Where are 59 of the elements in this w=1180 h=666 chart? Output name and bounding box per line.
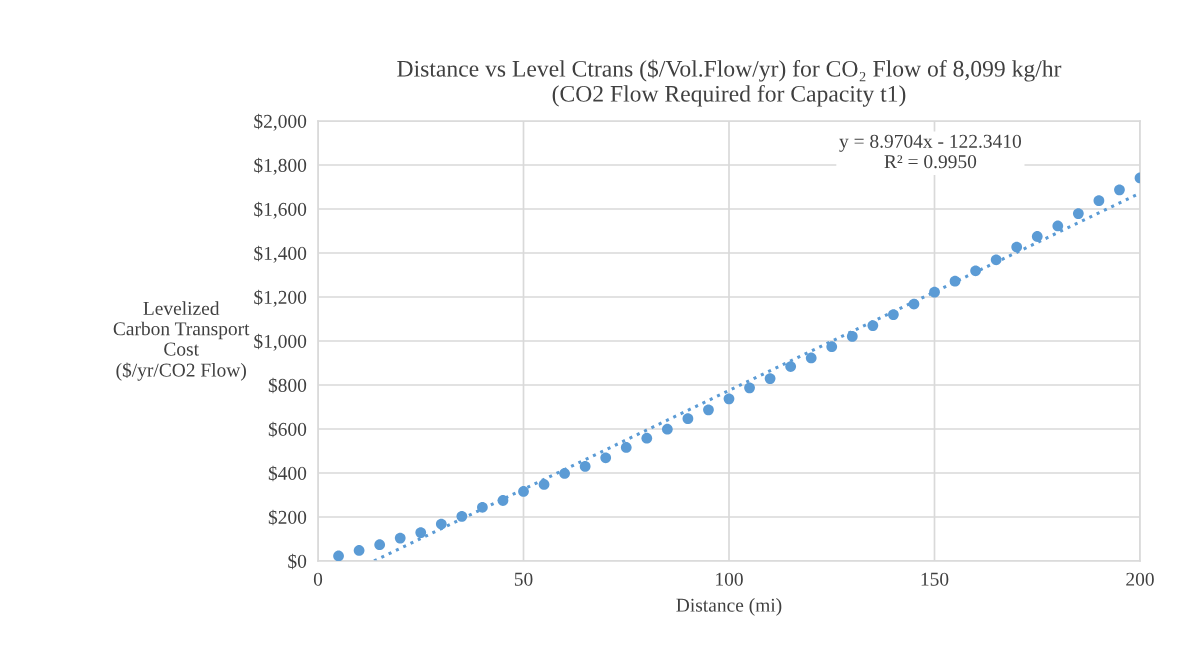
y-tick-label: $800 <box>268 377 307 394</box>
point <box>826 341 838 353</box>
point <box>497 495 509 506</box>
point <box>1031 231 1043 242</box>
y-tick-label: $1,400 <box>254 245 307 263</box>
point <box>374 539 386 551</box>
x-axis-title: Distance (mi) <box>676 598 782 616</box>
point <box>1052 220 1064 232</box>
point <box>1011 241 1023 253</box>
chart-title: Distance vs Level Ctrans ($/Vol.Flow/yr) for CO₂ Flow of 8,099 kg/hr (CO2 Flow Required for Capacity t1) <box>397 59 1062 107</box>
y-tick-label: $1,800 <box>254 157 307 175</box>
point <box>620 442 632 453</box>
point <box>661 423 673 435</box>
point <box>908 298 920 310</box>
x-tick-label: 150 <box>921 572 949 586</box>
y-axis-title: Levelized Carbon Transport Cost ($/yr/CO2 Flow) <box>113 301 250 381</box>
y-tick-label: $0 <box>288 553 307 570</box>
y-tick-label: $1,600 <box>254 201 307 219</box>
point <box>435 518 447 530</box>
y-tick-label: $2,000 <box>254 113 307 131</box>
x-tick-label: 50 <box>514 572 533 586</box>
point <box>394 532 406 544</box>
x-tick-label: 100 <box>716 572 743 586</box>
point <box>888 309 899 320</box>
point <box>805 352 817 364</box>
point <box>1093 195 1105 207</box>
point <box>333 550 344 561</box>
point <box>970 265 981 277</box>
point <box>764 373 776 384</box>
y-tick-label: $1,200 <box>254 289 307 307</box>
point <box>538 479 550 490</box>
point <box>1114 184 1125 196</box>
point <box>744 382 755 394</box>
point <box>846 331 858 342</box>
point <box>703 404 714 416</box>
point <box>949 275 961 287</box>
point <box>867 320 879 331</box>
point <box>600 452 612 464</box>
y-tick-label: $400 <box>268 465 307 482</box>
point <box>518 486 529 497</box>
point <box>990 254 1002 266</box>
y-tick-label: $200 <box>268 509 307 526</box>
point <box>415 527 427 538</box>
point <box>559 468 570 479</box>
point <box>1072 208 1084 219</box>
annotation: y = 8.9704x - 122.3410 R² = 0.9950 <box>839 134 1022 169</box>
point <box>477 501 488 513</box>
y-tick-label: $600 <box>268 421 307 438</box>
point <box>723 393 735 405</box>
y-tick-label: $1,000 <box>254 333 307 351</box>
point <box>929 286 940 298</box>
point <box>353 545 365 556</box>
point <box>579 461 591 472</box>
point <box>785 361 797 372</box>
x-tick-label: 200 <box>1126 572 1154 586</box>
point <box>682 413 694 425</box>
point <box>456 510 468 522</box>
point <box>641 432 653 444</box>
x-tick-label: 0 <box>313 572 323 586</box>
